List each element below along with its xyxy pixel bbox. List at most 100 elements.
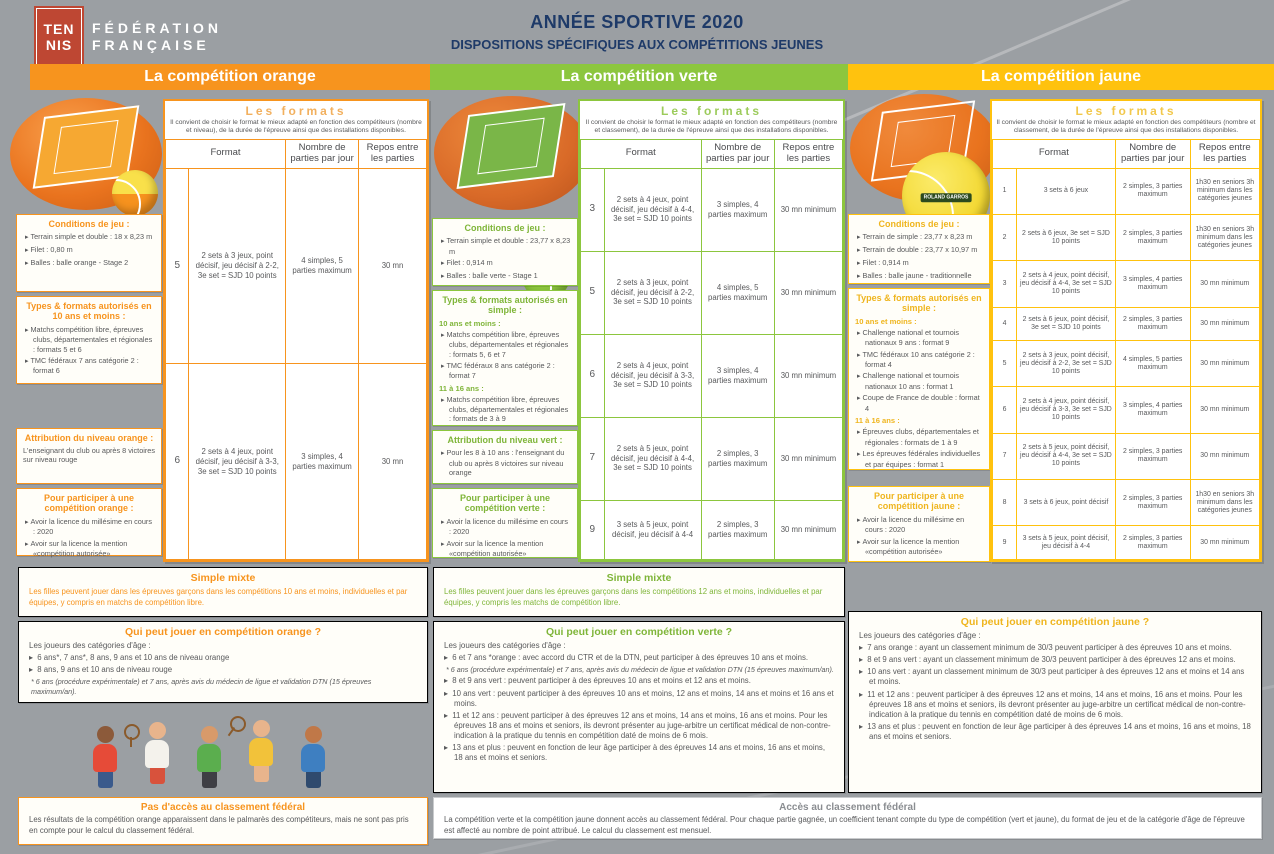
format-cell-format: 2 sets à 4 jeux, point décisif, jeu déci… [603,333,702,418]
bullet-item: Balles : balle jaune - traditionnelle [862,271,983,282]
who-item: 8 et 9 ans vert : ayant un classement mi… [867,655,1251,665]
bullet-item: Matchs compétition libre, épreuves clubs… [30,325,155,354]
bullet-item: Balles : balle orange - Stage 2 [30,258,155,269]
green-court-illustration [434,96,590,210]
footnote: * 6 ans (procédure expérimentale) et 7 a… [446,665,834,675]
participate-list: Avoir la licence du millésime en cours :… [439,517,571,559]
header-repos: Repos entre les parties [773,139,844,169]
participate-list: Avoir la licence du millésime en cours :… [855,515,983,557]
yellow-formats-panel: Les formats Il convient de choisir le fo… [990,99,1262,562]
format-cell-repos: 30 mn minimum [1189,340,1261,388]
format-cell-format: 2 sets à 4 jeux, point décisif, jeu déci… [1016,386,1116,434]
conditions-title: Conditions de jeu : [464,223,546,233]
formats-title: Les formats [1075,104,1177,118]
who-entries: 6 ans*, 7 ans*, 8 ans, 9 ans et 10 ans d… [29,653,417,696]
page-title: ANNÉE SPORTIVE 2020 [530,12,744,32]
format-cell-parties: 2 simples, 3 parties maximum [1114,213,1191,262]
roland-garros-label: ROLAND GARROS [920,193,972,203]
page-title-block: ANNÉE SPORTIVE 2020 DISPOSITIONS SPÉCIFI… [0,12,1274,52]
attribution-title: Attribution du niveau orange : [24,433,154,443]
formats-subtitle: Il convient de choisir le format le mieu… [580,118,843,140]
format-cell-parties: 3 simples, 4 parties maximum [1114,386,1191,434]
who-intro: Les joueurs des catégories d'âge : [29,641,151,650]
format-cell-repos: 30 mn minimum [1189,306,1261,342]
format-cell-repos: 30 mn minimum [773,250,844,335]
kids-illustration [70,702,370,794]
yellow-who-box: Qui peut jouer en compétition jaune ? Le… [848,611,1262,793]
format-cell-repos: 30 mn minimum [1189,260,1261,308]
bullet-list: Matchs compétition libre, épreuves clubs… [439,395,571,424]
bullet-item: Balles : balle verte - Stage 1 [446,271,571,282]
format-cell-repos: 30 mn minimum [773,167,844,252]
format-cell-parties: 2 simples, 3 parties maximum [1114,432,1191,481]
format-cell-repos: 30 mn minimum [1189,386,1261,434]
attribution-list: Pour les 8 à 10 ans : l'enseignant du cl… [439,448,571,477]
format-cell-format: 2 sets à 4 jeux, point décisif, jeu déci… [188,363,287,560]
orange-who-box: Qui peut jouer en compétition orange ? L… [18,621,428,703]
who-title: Qui peut jouer en compétition jaune ? [960,616,1150,628]
no-ranking-title: Pas d'accès au classement fédéral [140,802,306,813]
bullet-item: Terrain simple et double : 18 x 8,23 m [30,232,155,243]
ranking-text: La compétition verte et la compétition j… [444,815,1245,835]
orange-formats-panel: Les formats Il convient de choisir le fo… [163,99,429,562]
bullet-list: Challenge national et tournois nationaux… [855,328,983,413]
yellow-conditions-box: Conditions de jeu : Terrain de simple : … [848,214,990,284]
who-title: Qui peut jouer en compétition orange ? [124,626,321,638]
bullet-list: Matchs compétition libre, épreuves clubs… [439,330,571,381]
types-groups: 10 ans et moins : Challenge national et t… [855,317,983,469]
format-cell-num: 7 [991,432,1018,481]
format-cell-parties: 2 simples, 3 parties maximum [1114,479,1191,527]
format-cell-format: 2 sets à 4 jeux, point décisif, jeu déci… [603,167,702,252]
kid-figure [192,726,226,788]
formats-title: Les formats [245,104,347,118]
header-parties: Nombre de parties par jour [700,139,775,169]
bullet-item: TMC fédéraux 10 ans catégorie 2 : format… [862,350,983,370]
mini-court [456,103,566,189]
no-ranking-text: Les résultats de la compétition orange a… [29,815,409,835]
format-cell-repos: 30 mn minimum [773,499,844,561]
yellow-participate-box: Pour participer à une compétition jaune … [848,486,990,562]
bullet-item: TMC fédéraux 7 ans catégorie 2 : format … [30,356,155,376]
types-title: Types & formats autorisés en simple : [442,295,568,316]
simple-mixte-title: Simple mixte [190,572,256,584]
attribution-title: Attribution du niveau vert : [447,435,563,445]
green-attribution-box: Attribution du niveau vert : Pour les 8 … [432,430,578,484]
logo-line2: NIS [45,37,73,53]
bullet-item: Les épreuves fédérales individuelles et … [862,449,983,469]
who-item: 6 et 7 ans *orange : avec accord du CTR … [452,653,834,663]
who-item: 10 ans vert : peuvent participer à des é… [452,689,834,709]
green-simple-mixte-box: Simple mixte Les filles peuvent jouer da… [433,567,845,617]
simple-mixte-title: Simple mixte [606,572,672,584]
format-cell-repos: 30 mn minimum [1189,432,1261,481]
who-item: 6 ans*, 7 ans*, 8 ans, 9 ans et 10 ans d… [37,653,417,663]
format-cell-parties: 4 simples, 5 parties maximum [285,167,360,365]
participate-title: Pour participer à une compétition jaune … [873,491,965,512]
conditions-list: Terrain simple et double : 23,77 x 8,23 … [439,236,571,281]
format-cell-num: 5 [991,340,1018,388]
participate-list: Avoir la licence du millésime en cours :… [23,517,155,559]
logo-org-name: FÉDÉRATION FRANÇAISE [92,20,222,54]
format-cell-parties: 3 simples, 4 parties maximum [700,167,775,252]
bullet-item: Terrain de double : 23,77 x 10,97 m [862,245,983,256]
format-cell-format: 3 sets à 5 jeux, point décisif, jeu déci… [603,499,702,561]
green-types-box: Types & formats autorisés en simple : 10… [432,290,578,426]
logo-org-line1: FÉDÉRATION [92,20,222,36]
header-repos: Repos entre les parties [1189,139,1261,169]
format-cell-repos: 30 mn minimum [773,416,844,501]
no-ranking-access-box: Pas d'accès au classement fédéral Les ré… [18,797,428,845]
format-cell-parties: 4 simples, 5 parties maximum [1114,340,1191,388]
bullet-item: Avoir la licence du millésime en cours :… [862,515,983,535]
conditions-title: Conditions de jeu : [878,219,960,229]
header-repos: Repos entre les parties [358,139,427,169]
green-formats-panel: Les formats Il convient de choisir le fo… [578,99,845,562]
format-cell-format: 2 sets à 6 jeux, 3e set = SJD 10 points [1016,213,1116,262]
